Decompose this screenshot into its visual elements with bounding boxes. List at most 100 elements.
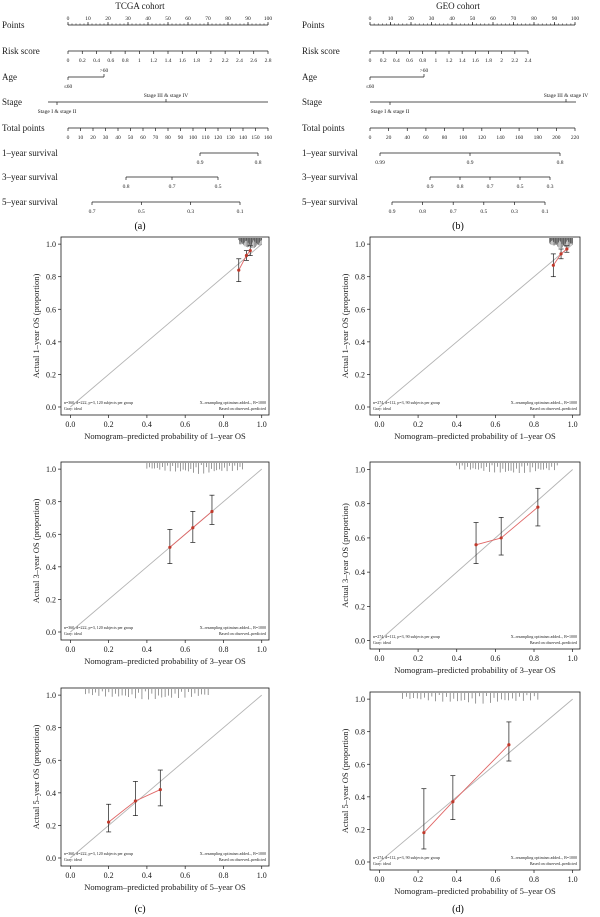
nomogram-tick-label: 60 [490, 16, 496, 22]
nomogram-tick-label: Stage I & stage II [38, 109, 77, 115]
nomogram-tick-label: 70 [153, 135, 159, 141]
nomogram-row-label: Total points [2, 123, 45, 133]
nomogram-tick-label: 20 [105, 16, 111, 22]
nomogram-tick-label: >60 [100, 68, 109, 74]
calibration-plot-3: 0.0 0.2 0.4 0.6 0.8 1.0 0.0 0.2 0.4 0.6 0.8 1.0 Nomo… [31, 461, 270, 666]
y-tick-label: 0.4 [355, 568, 365, 577]
x-tick-label: 0.0 [65, 645, 75, 654]
x-axis-label: Nomogram–predicted probability of 3–year… [84, 656, 246, 666]
footnote-right: Based on observed–predicted [530, 861, 577, 866]
y-tick-label: 0.4 [46, 789, 56, 798]
data-point [451, 800, 455, 804]
data-point [210, 509, 214, 514]
x-axis-label: Nomogram–predicted probability of 5–year… [84, 882, 246, 892]
footnote-right: X–resampling optimism added–, B=1000 [511, 634, 577, 640]
nomogram-tick-label: 0.5 [215, 184, 222, 190]
y-tick-label: 0.0 [355, 858, 365, 867]
footnote-right: Based on observed–predicted [219, 631, 266, 636]
nomogram-tick-label: 80 [531, 16, 537, 22]
y-tick-label: 0.6 [355, 305, 365, 314]
footnote-right: Based on observed–predicted [219, 857, 266, 862]
nomogram-tick-label: 2.2 [511, 58, 518, 64]
plot-frame [369, 691, 581, 871]
y-tick-label: 0.0 [46, 628, 56, 637]
nomogram-tick-label: 2.8 [265, 58, 272, 64]
footnote-right: X–resampling optimism added–, B=1000 [200, 625, 266, 631]
footnote-right: X–resampling optimism added–, B=1000 [511, 400, 577, 406]
nomogram-tick-label: 0.7 [487, 184, 494, 190]
y-tick-label: 0.8 [46, 273, 56, 282]
nomogram-tick-label: 40 [449, 16, 455, 22]
nomogram-tick-label: 120 [478, 135, 487, 141]
y-tick-label: 0.2 [355, 370, 365, 379]
nomogram-tick-label: 40 [405, 135, 411, 141]
nomogram-tick-label: 0.8 [255, 160, 262, 166]
nomogram-tick-label: 2.2 [222, 58, 229, 64]
nomogram-tick-label: ≤60 [64, 84, 73, 90]
data-point [559, 252, 563, 256]
nomogram-tick-label: 70 [205, 16, 211, 22]
y-tick-label: 1.0 [355, 695, 365, 704]
ideal-line [379, 243, 573, 408]
plot-frame [60, 236, 270, 416]
y-tick-label: 0.0 [46, 403, 56, 412]
apparent-line [108, 789, 161, 823]
nomogram-tick-label: 0.9 [197, 160, 204, 166]
x-tick-label: 0.8 [218, 645, 228, 654]
nomogram-tick-label: 1.4 [165, 58, 172, 64]
nomogram-tick-label: 2.6 [250, 58, 257, 64]
x-tick-label: 0.0 [374, 654, 384, 663]
nomogram-tick-label: 0.2 [380, 58, 387, 64]
panel-label-a: (a) [134, 221, 145, 232]
panel-label-c: (c) [134, 904, 145, 915]
y-tick-label: 0.2 [355, 602, 365, 611]
nomogram-title: TCGA cohort [115, 1, 165, 11]
nomogram-tick-label: 1 [138, 58, 141, 64]
x-tick-label: 1.0 [257, 420, 267, 429]
y-axis-label: Actual 5–year OS (proportion) [31, 725, 41, 830]
y-tick-label: 0.6 [355, 760, 365, 769]
x-tick-label: 0.4 [142, 645, 152, 654]
nomogram-row-label: Points [2, 20, 25, 30]
nomogram-tick-label: 110 [201, 135, 209, 141]
nomogram-tick-label: 70 [511, 16, 517, 22]
data-point [168, 545, 172, 549]
footnote-right: Based on observed–predicted [219, 406, 266, 411]
nomogram-tick-label: 40 [115, 135, 121, 141]
nomogram-tick-label: 40 [145, 16, 151, 22]
footnote-left: n=274, d=112, p=3, 90 subjects per group [373, 634, 440, 640]
nomogram-tick-label: 90 [552, 16, 558, 22]
y-tick-label: 0.8 [46, 498, 56, 507]
y-axis-label: Actual 1–year OS (proportion) [31, 274, 41, 379]
nomogram-tick-label: 80 [165, 135, 171, 141]
y-axis-label: Actual 3–year OS (proportion) [340, 503, 350, 608]
footnote-left: Gray: ideal [64, 857, 83, 862]
nomogram-tick-label: 2.4 [525, 58, 532, 64]
data-point [107, 820, 111, 824]
nomogram-tick-label: 2 [209, 58, 212, 64]
nomogram-row-label: Age [2, 72, 17, 82]
nomogram-tick-label: 0.7 [169, 184, 176, 190]
calibration-plot-5: 0.0 0.2 0.4 0.6 0.8 1.0 0.0 0.2 0.4 0.6 0.8 1.0 Nomo… [31, 687, 270, 892]
nomogram-title: GEO cohort [436, 1, 480, 11]
plot-frame [369, 461, 581, 650]
nomogram-tick-label: 140 [496, 135, 505, 141]
footnote-left: n=274, d=112, p=3, 90 subjects per group [373, 400, 440, 406]
nomogram-tick-label: 30 [103, 135, 109, 141]
panel-label-d: (d) [452, 904, 464, 915]
nomogram-tick-label: 0 [369, 135, 372, 141]
footnote-right: X–resampling optimism added–, B=1000 [511, 855, 577, 861]
nomogram-tick-label: 60 [140, 135, 146, 141]
calibration-plot-6: 0.0 0.2 0.4 0.6 0.8 1.0 0.0 0.2 0.4 0.6 0.8 1.0 Nomo… [340, 691, 581, 896]
x-tick-label: 0.8 [218, 871, 228, 880]
nomogram-tick-label: 200 [552, 135, 561, 141]
nomogram-row-label: Age [302, 72, 317, 82]
nomogram-tick-label: 0.4 [93, 58, 100, 64]
footnote-left: n=274, d=112, p=3, 90 subjects per group [373, 855, 440, 861]
y-tick-label: 0.2 [46, 821, 56, 830]
nomogram-tick-label: 1 [434, 58, 437, 64]
footnote-left: n=360, d=222, p=3, 120 subjects per grou… [64, 625, 133, 631]
footnote-left: Gray: ideal [64, 631, 83, 636]
y-tick-label: 0.0 [355, 403, 365, 412]
